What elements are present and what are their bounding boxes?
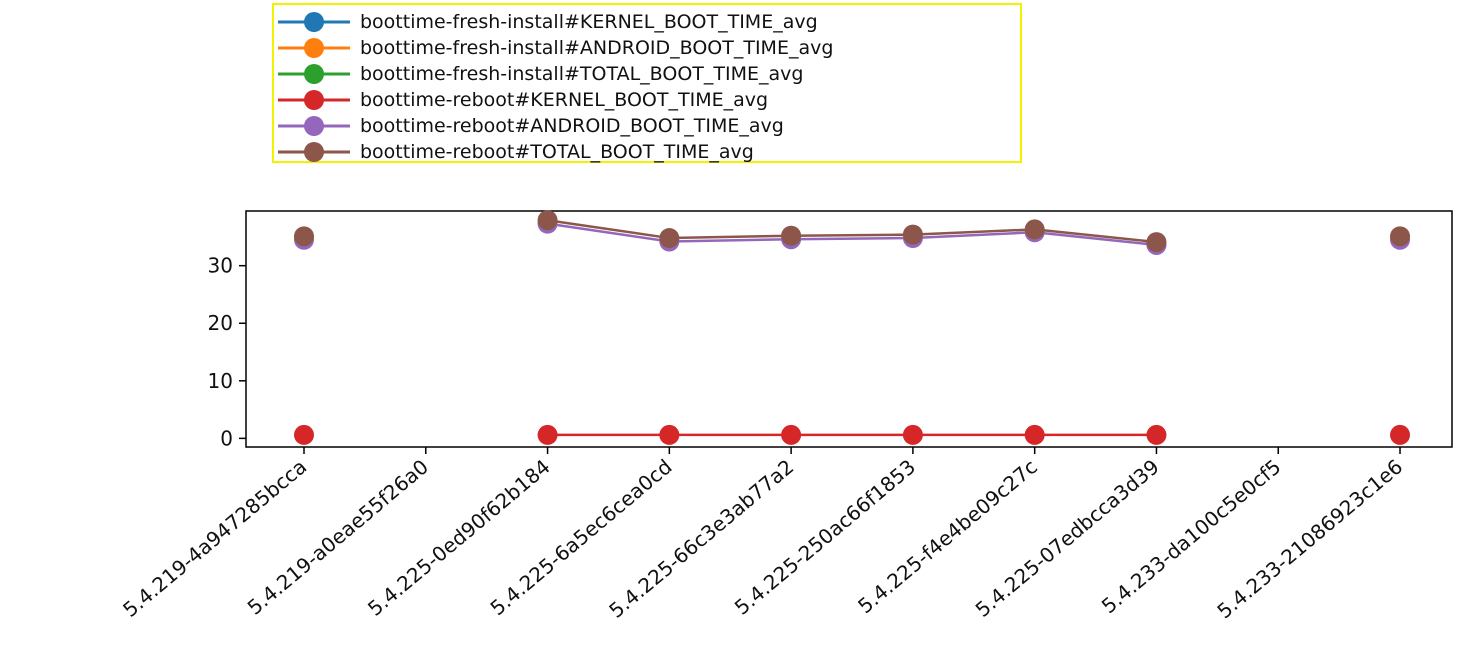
series-line bbox=[791, 236, 913, 241]
legend-swatch bbox=[278, 64, 350, 84]
legend-label: boottime-reboot#KERNEL_BOOT_TIME_avg bbox=[360, 89, 769, 111]
series-line bbox=[669, 234, 792, 240]
data-point bbox=[1024, 424, 1045, 445]
series-line bbox=[912, 228, 1035, 236]
data-point bbox=[1024, 219, 1045, 240]
data-point bbox=[902, 424, 923, 445]
data-point bbox=[294, 424, 314, 445]
legend-item: boottime-reboot#TOTAL_BOOT_TIME_avg bbox=[274, 139, 1014, 165]
data-point bbox=[902, 224, 923, 245]
series-line bbox=[1034, 231, 1157, 247]
data-point bbox=[781, 225, 802, 246]
legend-item: boottime-reboot#KERNEL_BOOT_TIME_avg bbox=[274, 87, 1014, 113]
legend-item: boottime-fresh-install#TOTAL_BOOT_TIME_a… bbox=[274, 61, 1014, 87]
legend-item: boottime-fresh-install#ANDROID_BOOT_TIME… bbox=[274, 35, 1014, 61]
data-point bbox=[1146, 232, 1167, 253]
legend-swatch bbox=[278, 90, 350, 110]
data-point bbox=[659, 228, 680, 249]
legend-swatch bbox=[278, 12, 350, 32]
y-tick-label: 20 bbox=[208, 311, 233, 335]
data-point bbox=[659, 424, 680, 445]
data-point bbox=[1390, 226, 1411, 247]
legend-item: boottime-fresh-install#KERNEL_BOOT_TIME_… bbox=[274, 9, 1014, 35]
series-line bbox=[791, 233, 913, 238]
legend-swatch bbox=[278, 116, 350, 136]
legend-label: boottime-fresh-install#TOTAL_BOOT_TIME_a… bbox=[360, 63, 804, 85]
series-line bbox=[669, 237, 792, 243]
legend-label: boottime-fresh-install#ANDROID_BOOT_TIME… bbox=[360, 37, 834, 59]
data-point bbox=[537, 424, 558, 445]
plot-area bbox=[245, 210, 1453, 448]
y-tick-label: 10 bbox=[208, 369, 233, 393]
legend-swatch bbox=[278, 38, 350, 58]
y-tick-label: 0 bbox=[220, 426, 233, 450]
data-point bbox=[537, 210, 558, 231]
series-line bbox=[1034, 228, 1157, 244]
legend-swatch bbox=[278, 142, 350, 162]
data-point bbox=[294, 226, 314, 247]
legend-label: boottime-reboot#TOTAL_BOOT_TIME_avg bbox=[360, 141, 754, 163]
data-point bbox=[1146, 424, 1167, 445]
series-line bbox=[547, 218, 670, 240]
data-point bbox=[1390, 424, 1411, 445]
series-line bbox=[912, 231, 1035, 240]
legend-label: boottime-fresh-install#KERNEL_BOOT_TIME_… bbox=[360, 11, 818, 33]
legend-item: boottime-reboot#ANDROID_BOOT_TIME_avg bbox=[274, 113, 1014, 139]
data-point bbox=[781, 424, 802, 445]
legend-label: boottime-reboot#ANDROID_BOOT_TIME_avg bbox=[360, 115, 784, 137]
series-line bbox=[547, 222, 670, 243]
y-tick-label: 30 bbox=[208, 254, 233, 278]
legend: boottime-fresh-install#KERNEL_BOOT_TIME_… bbox=[272, 3, 1022, 163]
